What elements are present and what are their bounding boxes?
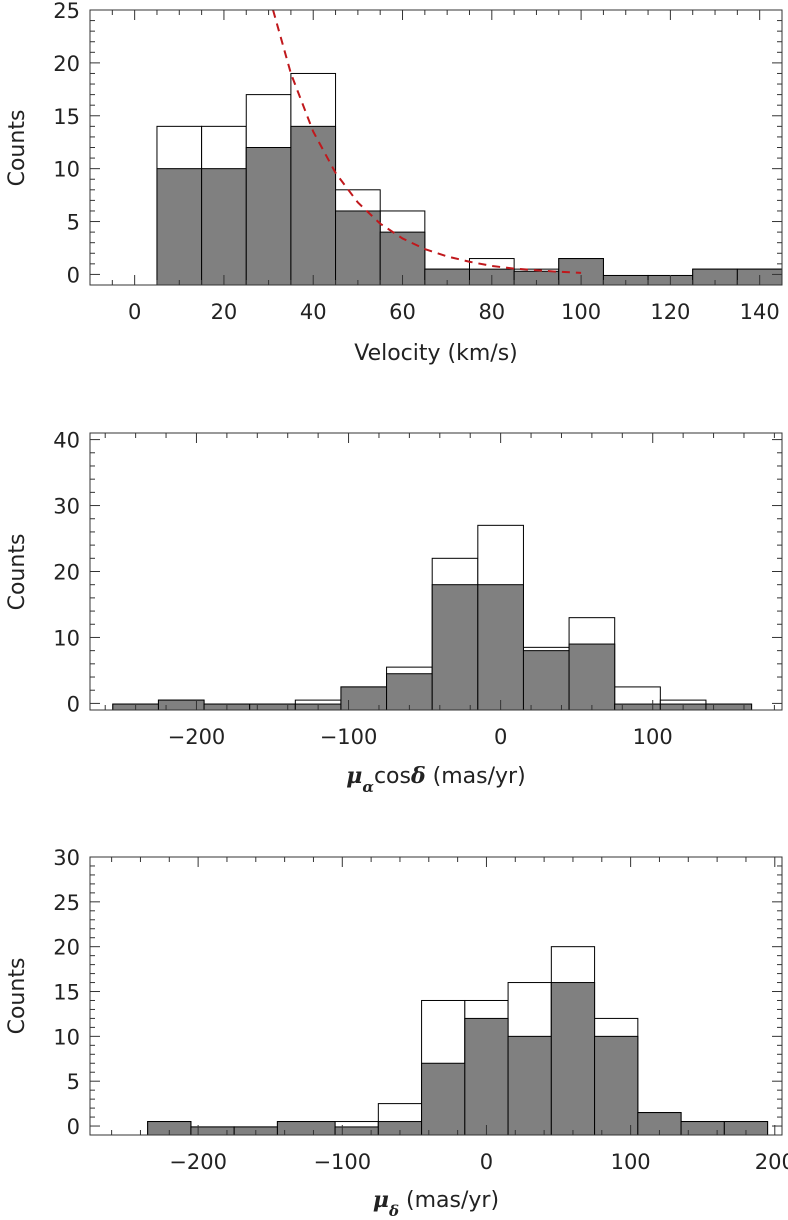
pm-dec-histogram-panel: 0 5 10 15 20 25 30 −200 −100 0 100 200 Counts μδ (mas…	[5, 846, 788, 1220]
y-tick-label-6: 30	[53, 846, 80, 870]
x-tick-label-1: −100	[313, 1150, 371, 1174]
subset-bar-1	[157, 699, 205, 711]
y-tick-label-0: 0	[67, 692, 80, 716]
subset-bar-4	[334, 1126, 379, 1136]
subset-bar-1	[201, 168, 247, 286]
x-tick-label-2: 40	[300, 300, 327, 324]
subset-bar-5	[340, 686, 388, 711]
x-tick-label-3: 100	[611, 1150, 651, 1174]
x-axis-label: μδ (mas/yr)	[373, 1187, 499, 1220]
x-tick-label-7: 140	[740, 300, 780, 324]
fit-curve	[272, 9, 582, 274]
plot-frame	[89, 856, 783, 1136]
subset-bar-3	[249, 703, 296, 711]
y-tick-label-4: 20	[53, 936, 80, 960]
x-label-units: (mas/yr)	[426, 764, 526, 789]
x-label-subscript: α	[362, 778, 374, 796]
y-tick-label-1: 5	[67, 211, 80, 235]
y-axis-label: Counts	[5, 534, 30, 611]
subset-bar-8	[507, 1035, 552, 1136]
pm-ra-histogram-panel: 0 10 20 30 40 −200 −100 0 100 Counts μαcosδ (mas/y…	[5, 429, 783, 796]
subset-bar-4	[335, 210, 381, 286]
subset-bar-3	[290, 125, 337, 286]
x-tick-label-4: 200	[755, 1150, 788, 1174]
x-tick-label-1: −100	[320, 725, 378, 749]
velocity-histogram-panel: 0 5 10 15 20 25 0 20 40 60 80 100 120 140 Counts Veloci…	[5, 0, 783, 366]
x-tick-label-3: 60	[389, 300, 416, 324]
x-tick-label-2: 0	[494, 725, 507, 749]
x-label-mu: μ	[373, 1187, 389, 1213]
y-tick-label-0: 0	[67, 1115, 80, 1139]
y-tick-label-4: 40	[53, 429, 80, 453]
x-tick-label-1: 20	[211, 300, 238, 324]
y-axis-label: Counts	[5, 958, 30, 1035]
subset-bar-9	[522, 650, 570, 711]
y-axis-label: Counts	[5, 110, 30, 187]
subset-bar-3	[276, 1121, 336, 1136]
subset-bar-6	[421, 1062, 466, 1136]
x-tick-label-6: 120	[650, 300, 690, 324]
x-tick-label-2: 0	[480, 1150, 493, 1174]
y-tick-label-1: 10	[53, 626, 80, 650]
subset-bar-11	[614, 703, 661, 711]
subset-bar-2	[245, 147, 292, 286]
y-tick-label-3: 15	[53, 105, 80, 129]
x-label-cos: cos	[374, 764, 411, 789]
x-tick-label-0: 0	[128, 300, 141, 324]
x-tick-label-0: −200	[168, 725, 226, 749]
y-tick-label-0: 0	[67, 263, 80, 287]
subset-bar-0	[156, 168, 203, 286]
y-tick-label-2: 20	[53, 561, 80, 585]
subset-bar-9	[550, 982, 596, 1136]
subset-bar-7	[431, 584, 479, 711]
y-tick-label-1: 5	[67, 1070, 80, 1094]
y-tick-label-2: 10	[53, 1025, 80, 1049]
subset-bar-12	[680, 1121, 725, 1136]
subset-bar-6	[386, 673, 433, 711]
subset-bar-7	[464, 1017, 509, 1136]
y-tick-label-3: 30	[53, 495, 80, 519]
subset-bar-13	[705, 703, 753, 711]
y-tick-label-5: 25	[53, 891, 80, 915]
subset-bar-8	[477, 584, 524, 711]
x-label-subscript: δ	[388, 1202, 399, 1220]
subset-bar-1	[190, 1126, 235, 1136]
x-tick-label-5: 100	[561, 300, 601, 324]
y-tick-label-4: 20	[53, 52, 80, 76]
x-label-delta: δ	[410, 763, 426, 789]
y-tick-label-2: 10	[53, 158, 80, 182]
x-tick-label-0: −200	[169, 1150, 227, 1174]
subset-bar-10	[594, 1035, 639, 1136]
x-axis-label: μαcosδ (mas/yr)	[346, 763, 525, 796]
x-label-units: (mas/yr)	[399, 1188, 499, 1213]
x-tick-label-4: 80	[478, 300, 505, 324]
x-axis-label: Velocity (km/s)	[354, 341, 518, 366]
y-tick-label-3: 15	[53, 981, 80, 1005]
subset-bar-10	[568, 643, 616, 711]
x-tick-label-3: 100	[633, 725, 673, 749]
x-label-mu: μ	[346, 763, 362, 789]
y-tick-label-5: 25	[53, 0, 80, 23]
